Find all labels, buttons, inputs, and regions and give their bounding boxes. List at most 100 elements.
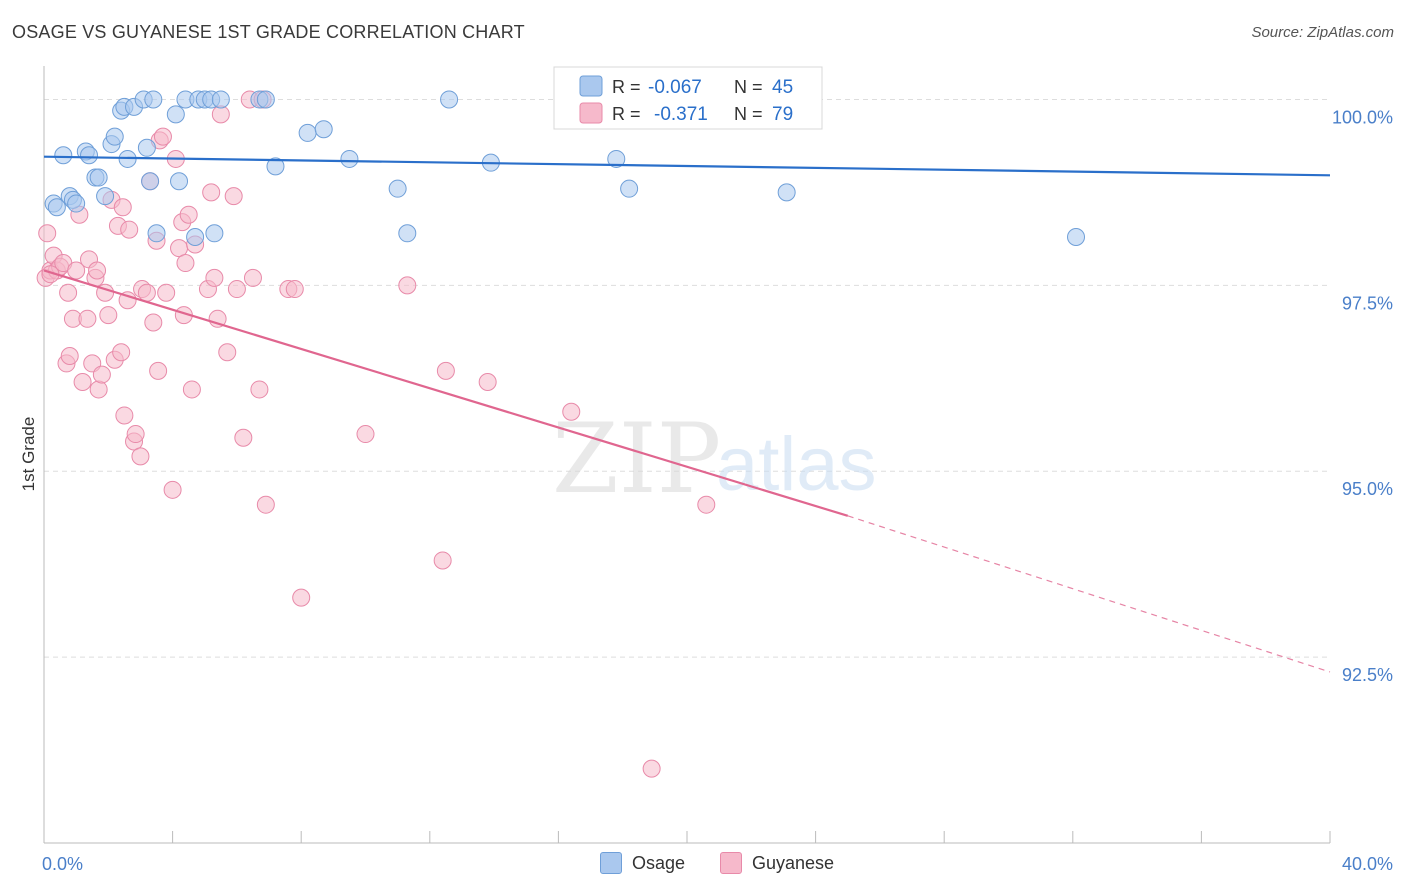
guyanese-point (478, 373, 497, 392)
osage-point (105, 127, 124, 146)
y-axis-label: 1st Grade (19, 417, 38, 492)
guyanese-trend-line (43, 269, 849, 517)
watermark-atlas: atlas (716, 422, 877, 507)
legend-osage-n-value: 45 (772, 77, 793, 98)
y-tick-labels: 100.0% 97.5% 95.0% 92.5% (1332, 107, 1393, 685)
guyanese-point (234, 428, 253, 447)
osage-point (80, 146, 99, 165)
legend-bottom-guyanese: Guyanese (720, 852, 834, 874)
legend-bottom: Osage Guyanese (0, 852, 1406, 878)
guyanese-point (99, 306, 118, 325)
osage-point (96, 187, 115, 206)
guyanese-point (182, 380, 201, 399)
guyanese-point (398, 276, 417, 295)
guyanese-point (112, 343, 131, 362)
source-label: Source: ZipAtlas.com (1251, 24, 1394, 41)
y-tick-label: 97.5% (1342, 293, 1393, 313)
legend-top: R = -0.067 N = 45 R = -0.371 N = 79 (553, 66, 823, 130)
osage-point (144, 90, 163, 109)
osage-point (607, 149, 626, 168)
guyanese-point (163, 480, 182, 499)
guyanese-point (250, 380, 269, 399)
osage-point (205, 224, 224, 243)
legend-osage-r-label: R = (612, 77, 641, 97)
legend-bottom-osage: Osage (600, 852, 685, 874)
legend-guyanese-n-label: N = (734, 104, 763, 124)
chart-title: OSAGE VS GUYANESE 1ST GRADE CORRELATION … (12, 22, 525, 42)
guyanese-point (243, 268, 262, 287)
legend-bottom-guyanese-swatch (720, 852, 742, 874)
osage-point (166, 105, 185, 124)
osage-point (266, 157, 285, 176)
osage-point (398, 224, 417, 243)
legend-bottom-osage-swatch (600, 852, 622, 874)
legend-guyanese-n-value: 79 (772, 104, 793, 125)
legend-bottom-osage-label: Osage (632, 852, 686, 873)
guyanese-point (224, 187, 243, 206)
guyanese-point (88, 261, 107, 280)
osage-point (89, 168, 108, 187)
osage-point (67, 194, 86, 213)
guyanese-point (131, 447, 150, 466)
guyanese-point (292, 588, 311, 607)
guyanese-point (59, 283, 78, 302)
grid-layer (44, 98, 1330, 658)
osage-point (1067, 228, 1086, 247)
osage-point (170, 172, 189, 191)
y-tick-label: 92.5% (1342, 665, 1393, 685)
y-tick-label: 100.0% (1332, 107, 1393, 127)
osage-point (777, 183, 796, 202)
guyanese-point (144, 313, 163, 332)
axis-layer (43, 66, 1331, 844)
y-tick-label: 95.0% (1342, 479, 1393, 499)
legend-guyanese-r-label: R = (612, 104, 641, 124)
guyanese-point (697, 495, 716, 514)
guyanese-point (436, 361, 455, 380)
osage-point (340, 149, 359, 168)
watermark: ZIP atlas (552, 403, 877, 515)
legend-guyanese-swatch (579, 102, 603, 124)
osage-point (186, 228, 205, 247)
guyanese-point (67, 261, 86, 280)
guyanese-point (60, 346, 79, 365)
guyanese-point (356, 425, 375, 444)
osage-point (256, 90, 275, 109)
guyanese-point (73, 373, 92, 392)
osage-point (147, 224, 166, 243)
osage-trend-line (43, 155, 1331, 177)
guyanese-point (256, 495, 275, 514)
osage-point (137, 138, 156, 157)
guyanese-point (205, 268, 224, 287)
guyanese-point (642, 759, 661, 778)
guyanese-point (120, 220, 139, 239)
legend-bottom-guyanese-label: Guyanese (752, 852, 835, 873)
guyanese-trend-extension (847, 515, 1331, 673)
guyanese-point (137, 283, 156, 302)
guyanese-point (179, 205, 198, 224)
guyanese-point (89, 380, 108, 399)
legend-osage-swatch (579, 75, 603, 97)
trend-lines (43, 155, 1331, 673)
guyanese-point (38, 224, 57, 243)
x-tick-label: 40.0% (1342, 854, 1393, 874)
guyanese-point (202, 183, 221, 202)
guyanese-point (227, 280, 246, 299)
guyanese-point (176, 254, 195, 273)
x-tick-label: 0.0% (42, 854, 83, 874)
guyanese-point (92, 365, 111, 384)
osage-point (211, 90, 230, 109)
guyanese-point (115, 406, 134, 425)
guyanese-point (118, 291, 137, 310)
guyanese-point (285, 280, 304, 299)
guyanese-point (157, 283, 176, 302)
legend-guyanese-r-value: -0.371 (654, 104, 708, 125)
guyanese-point (218, 343, 237, 362)
guyanese-point (113, 198, 132, 217)
osage-point (54, 146, 73, 165)
osage-point (388, 179, 407, 198)
guyanese-point (78, 309, 97, 328)
guyanese-point (149, 361, 168, 380)
osage-point (141, 172, 160, 191)
osage-point (314, 120, 333, 139)
